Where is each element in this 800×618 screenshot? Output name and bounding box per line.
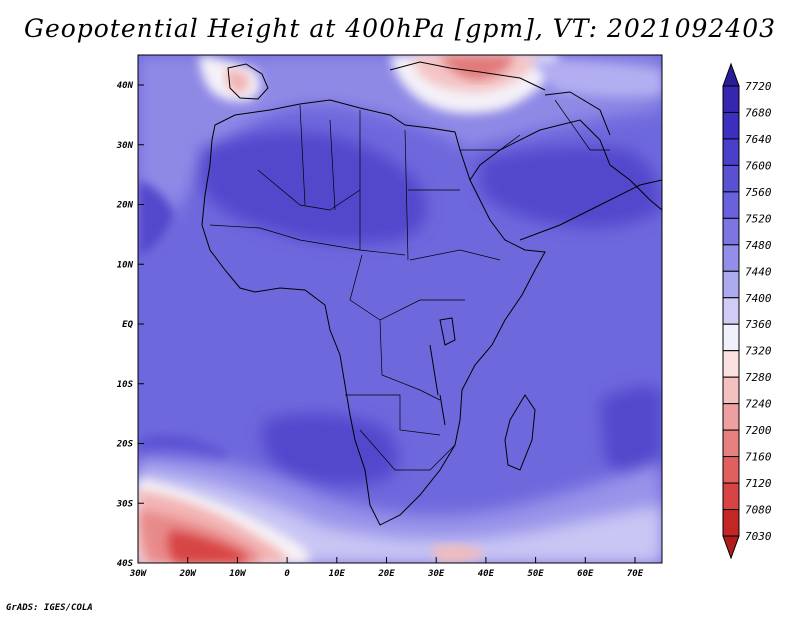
colorbar-label: 7320 xyxy=(745,345,772,358)
lat-tick-label: 10N xyxy=(117,260,134,270)
colorbar-label: 7440 xyxy=(745,265,772,278)
lat-tick-label: 30N xyxy=(116,141,134,151)
borders xyxy=(209,99,610,471)
lat-tick-label: 20N xyxy=(116,201,134,211)
colorbar-label: 7030 xyxy=(745,530,772,543)
arabia-south-coast xyxy=(519,179,662,241)
border-3 xyxy=(329,119,336,211)
colorbar-swatch xyxy=(722,456,740,484)
lon-tick-label: 20W xyxy=(179,569,198,579)
colorbar-swatch xyxy=(722,164,740,193)
lon-tick-label: 20E xyxy=(377,569,395,579)
colorbar-label: 7160 xyxy=(745,451,772,464)
colorbar-label: 7680 xyxy=(745,106,772,119)
colorbar-label: 7120 xyxy=(745,477,772,490)
colorbar-swatch xyxy=(722,138,740,166)
colorbar-swatch xyxy=(722,217,740,246)
border-2 xyxy=(299,104,306,206)
field-turkey-low xyxy=(440,55,515,80)
lake-victoria xyxy=(439,317,456,346)
field-trough-core xyxy=(168,530,247,563)
colorbar-label: 7560 xyxy=(745,186,772,199)
field-atlantic-high xyxy=(138,180,175,255)
colorbar-swatch xyxy=(722,191,740,219)
colorbar-swatch xyxy=(722,244,740,272)
grads-credit: GrADS: IGES/COLA xyxy=(6,603,93,613)
field-north-band xyxy=(138,55,662,250)
turkey-coast xyxy=(389,61,546,91)
border-13 xyxy=(460,134,521,151)
lake-tanganyika xyxy=(429,344,439,396)
arabia-coast xyxy=(469,119,662,211)
lon-tick-label: 0 xyxy=(284,569,290,579)
colorbar-swatch xyxy=(722,297,740,325)
border-11 xyxy=(359,429,456,471)
border-1 xyxy=(257,169,361,211)
colorbar-swatch xyxy=(722,429,740,458)
colorbar-swatch xyxy=(722,270,740,299)
field-iberia-low xyxy=(225,69,250,94)
height-field xyxy=(138,55,662,563)
colorbar-top-arrow xyxy=(722,62,740,87)
border-5 xyxy=(404,129,409,261)
lon-tick-label: 10W xyxy=(229,569,247,579)
lat-tick-label: EQ xyxy=(122,320,133,330)
colorbar-label: 7400 xyxy=(745,292,772,305)
colorbar-label: 7080 xyxy=(745,504,772,517)
colorbar-label: 7480 xyxy=(745,239,772,252)
field-indian-high xyxy=(600,386,662,483)
madagascar-coast xyxy=(504,394,536,471)
lat-tick-label: 30S xyxy=(116,499,134,509)
iberia-coast xyxy=(227,63,269,100)
lon-tick-label: 70E xyxy=(627,569,644,579)
colorbar-label: 7280 xyxy=(745,371,772,384)
colorbar-swatch xyxy=(722,509,740,537)
lon-tick-label: 40E xyxy=(478,569,495,579)
map-frame xyxy=(137,54,663,564)
lon-tick-label: 30W xyxy=(129,569,148,579)
colorbar-swatch xyxy=(722,403,740,431)
colorbar-label: 7240 xyxy=(745,398,772,411)
colorbar-label: 7600 xyxy=(745,159,772,172)
colorbar-swatch xyxy=(722,111,740,140)
colorbar-swatch xyxy=(722,350,740,378)
colorbar: 7720 7680 7640 7600 7560 7520 7480 7440 7400 7360… xyxy=(722,62,772,560)
field-sahara-high xyxy=(200,132,427,244)
lon-tick-label: 60E xyxy=(577,569,594,579)
lat-tick-label: 40S xyxy=(117,559,134,569)
colorbar-swatch xyxy=(722,85,740,113)
border-10 xyxy=(345,394,441,436)
lon-tick-label: 30E xyxy=(427,569,445,579)
colorbar-label: 7360 xyxy=(745,318,772,331)
colorbar-label: 7520 xyxy=(745,212,772,225)
colorbar-bottom-arrow xyxy=(722,535,740,560)
colorbar-label: 7720 xyxy=(745,80,772,93)
latitude-axis: 40N 30N 20N 10N EQ 10S 20S 30S 40S xyxy=(116,81,144,569)
lat-tick-label: 40N xyxy=(117,81,134,91)
border-12 xyxy=(409,249,501,261)
lon-tick-label: 50E xyxy=(527,569,544,579)
colorbar-label: 7200 xyxy=(745,424,772,437)
chart-title: Geopotential Height at 400hPa [gpm], VT:… xyxy=(23,14,777,43)
field-arabia-high xyxy=(480,146,662,228)
lake-malawi xyxy=(439,394,446,426)
field-south-east-low xyxy=(430,544,485,563)
colorbar-label: 7640 xyxy=(745,133,772,146)
colorbar-swatch xyxy=(722,323,740,352)
persian-gulf-coast xyxy=(544,91,611,136)
lat-tick-label: 10S xyxy=(117,380,134,390)
lon-tick-label: 10E xyxy=(329,569,346,579)
border-7 xyxy=(209,224,361,251)
border-9 xyxy=(379,319,441,401)
longitude-axis: 30W 20W 10W 0 10E 20E 30E 40E 50E 60E 70E xyxy=(129,557,644,579)
colorbar-swatch xyxy=(722,376,740,405)
lat-tick-label: 20S xyxy=(116,440,134,450)
border-14 xyxy=(554,99,610,151)
colorbar-swatch xyxy=(722,482,740,511)
field-caspian-light xyxy=(530,60,662,97)
